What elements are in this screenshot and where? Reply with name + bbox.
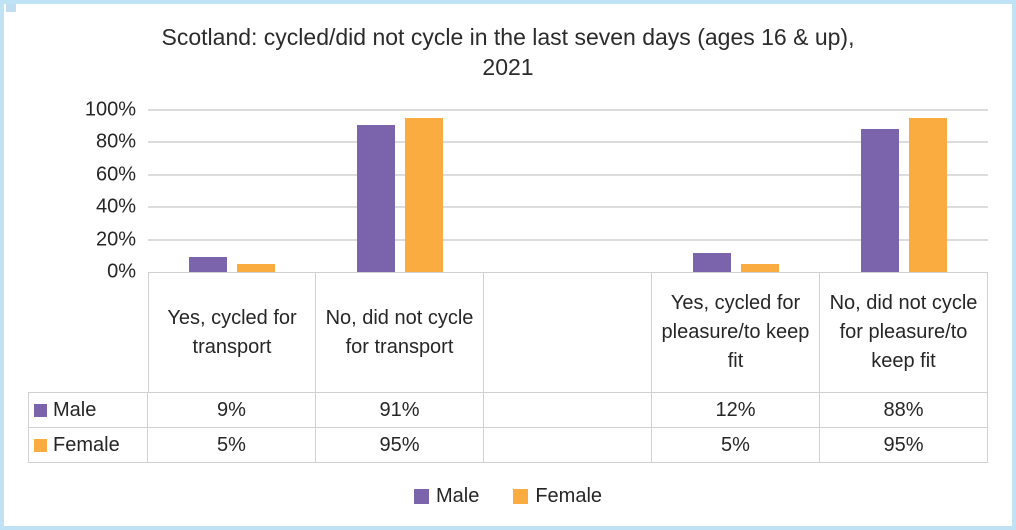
table-category-header: Yes, cycled for pleasure/to keep fit	[652, 272, 820, 393]
chart-plot-and-table: 0% 20% 40% 60% 80% 100% Yes, cycled for trans…	[28, 99, 988, 463]
table-value-cell: 95%	[316, 428, 484, 463]
bar-female-0	[237, 263, 275, 272]
table-category-header: No, did not cycle for transport	[316, 272, 484, 393]
table-category-header: Yes, cycled for transport	[148, 272, 316, 393]
table-value-cell: 88%	[820, 393, 988, 428]
bar-group	[148, 110, 316, 272]
series-label: Male	[53, 398, 97, 421]
bar-male-3	[693, 252, 731, 272]
legend-item-female: Female	[513, 485, 602, 508]
chart-title: Scotland: cycled/did not cycle in the la…	[161, 24, 855, 80]
bar-male-1	[357, 124, 395, 272]
bar-group	[652, 110, 820, 272]
table-row-header-female: Female	[28, 428, 148, 463]
table-value-cell: 5%	[148, 428, 316, 463]
table-value-cell	[484, 393, 652, 428]
bar-group	[484, 110, 652, 272]
selection-handle-mark	[6, 4, 16, 12]
table-value-cell: 95%	[820, 428, 988, 463]
table-category-header	[484, 272, 652, 393]
table-category-header: No, did not cycle for pleasure/to keep f…	[820, 272, 988, 393]
y-tick-label: 100%	[84, 98, 136, 121]
y-tick-label: 80%	[95, 130, 136, 153]
bar-female-4	[909, 118, 947, 272]
legend-key-icon	[34, 403, 47, 417]
legend-label: Female	[535, 485, 603, 507]
plot-area	[148, 109, 988, 272]
y-axis: 0% 20% 40% 60% 80% 100%	[28, 99, 148, 283]
series-label: Female	[53, 433, 120, 456]
table-value-cell: 9%	[148, 393, 316, 428]
y-tick-label: 60%	[95, 163, 136, 186]
table-corner-spacer	[28, 272, 148, 393]
chart-legend: Male Female	[28, 485, 988, 508]
table-value-cell: 5%	[652, 428, 820, 463]
legend-swatch-icon	[413, 489, 429, 504]
bar-female-3	[741, 263, 779, 272]
legend-key-icon	[34, 438, 47, 452]
y-tick-label: 0%	[107, 260, 136, 283]
y-tick-label: 20%	[95, 228, 136, 251]
table-value-cell: 91%	[316, 393, 484, 428]
legend-label: Male	[435, 485, 480, 507]
bar-group	[820, 110, 988, 272]
legend-swatch-icon	[513, 489, 529, 504]
table-value-cell: 12%	[652, 393, 820, 428]
y-tick-label: 40%	[95, 195, 136, 218]
bar-male-0	[189, 257, 227, 272]
bar-group	[316, 110, 484, 272]
bar-female-1	[405, 118, 443, 272]
legend-item-male: Male	[413, 485, 480, 508]
bar-male-4	[861, 129, 899, 272]
chart-container: Scotland: cycled/did not cycle in the la…	[4, 4, 1012, 508]
table-row-header-male: Male	[28, 393, 148, 428]
table-value-cell	[484, 428, 652, 463]
